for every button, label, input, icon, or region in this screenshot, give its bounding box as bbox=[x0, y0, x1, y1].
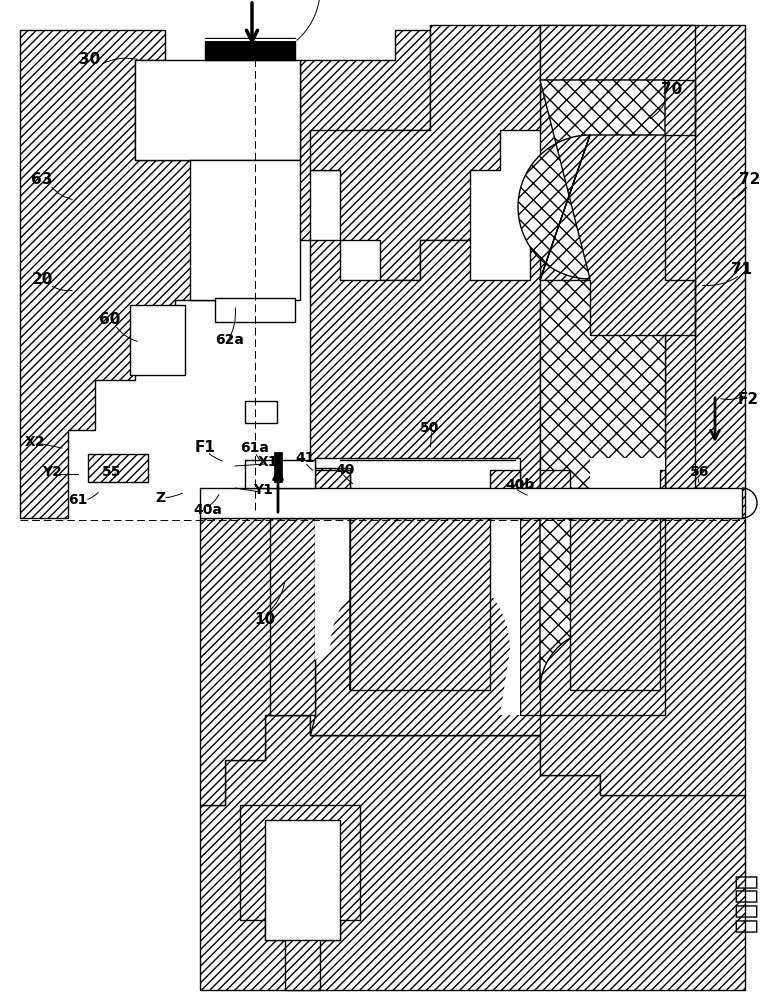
Polygon shape bbox=[540, 470, 665, 690]
Text: 55: 55 bbox=[102, 465, 122, 479]
Text: 40b: 40b bbox=[505, 478, 535, 492]
Text: 70: 70 bbox=[661, 83, 683, 98]
Text: F2: F2 bbox=[738, 392, 758, 408]
Polygon shape bbox=[540, 280, 665, 488]
Text: X2: X2 bbox=[24, 435, 45, 449]
Polygon shape bbox=[20, 30, 430, 518]
Bar bbox=[270, 468, 350, 518]
Polygon shape bbox=[310, 518, 540, 735]
Polygon shape bbox=[540, 518, 665, 715]
Text: Y1: Y1 bbox=[253, 483, 273, 497]
Polygon shape bbox=[315, 470, 520, 690]
Text: 50: 50 bbox=[421, 421, 440, 435]
Bar bbox=[265, 820, 340, 940]
Text: Z: Z bbox=[155, 491, 165, 505]
Polygon shape bbox=[310, 25, 540, 280]
Bar bbox=[190, 160, 300, 300]
Text: 63: 63 bbox=[31, 172, 53, 188]
Polygon shape bbox=[200, 488, 745, 805]
Polygon shape bbox=[540, 25, 745, 518]
Polygon shape bbox=[540, 25, 695, 488]
Text: 62a: 62a bbox=[216, 333, 245, 347]
Polygon shape bbox=[135, 60, 300, 160]
Text: 72: 72 bbox=[739, 172, 760, 188]
Polygon shape bbox=[200, 715, 745, 990]
Bar bbox=[590, 458, 665, 488]
Polygon shape bbox=[540, 518, 660, 690]
Bar bbox=[245, 401, 277, 423]
Text: 61: 61 bbox=[69, 493, 88, 507]
Polygon shape bbox=[315, 518, 520, 715]
Bar bbox=[274, 452, 282, 482]
Text: 61a: 61a bbox=[241, 441, 270, 455]
Bar bbox=[200, 488, 742, 518]
Text: 10: 10 bbox=[255, 612, 276, 628]
Text: Y2: Y2 bbox=[42, 465, 62, 479]
Text: 30: 30 bbox=[79, 52, 101, 68]
Text: 56: 56 bbox=[690, 465, 709, 479]
Text: X1: X1 bbox=[258, 455, 278, 469]
Text: 41: 41 bbox=[295, 451, 315, 465]
Polygon shape bbox=[518, 80, 665, 280]
Text: 40a: 40a bbox=[194, 503, 223, 517]
Bar bbox=[88, 454, 148, 482]
Text: F1: F1 bbox=[194, 440, 216, 456]
Text: 现有技术: 现有技术 bbox=[733, 875, 757, 935]
Text: 40: 40 bbox=[335, 463, 354, 477]
Bar bbox=[130, 305, 185, 375]
Polygon shape bbox=[350, 518, 490, 690]
Text: 71: 71 bbox=[732, 262, 753, 277]
Text: 60: 60 bbox=[99, 312, 120, 328]
Polygon shape bbox=[310, 240, 540, 488]
Bar bbox=[205, 38, 295, 60]
Bar bbox=[245, 460, 315, 488]
Polygon shape bbox=[270, 518, 315, 715]
Bar bbox=[215, 298, 295, 322]
Polygon shape bbox=[240, 805, 360, 990]
Text: 20: 20 bbox=[31, 272, 53, 288]
Bar bbox=[340, 460, 515, 488]
